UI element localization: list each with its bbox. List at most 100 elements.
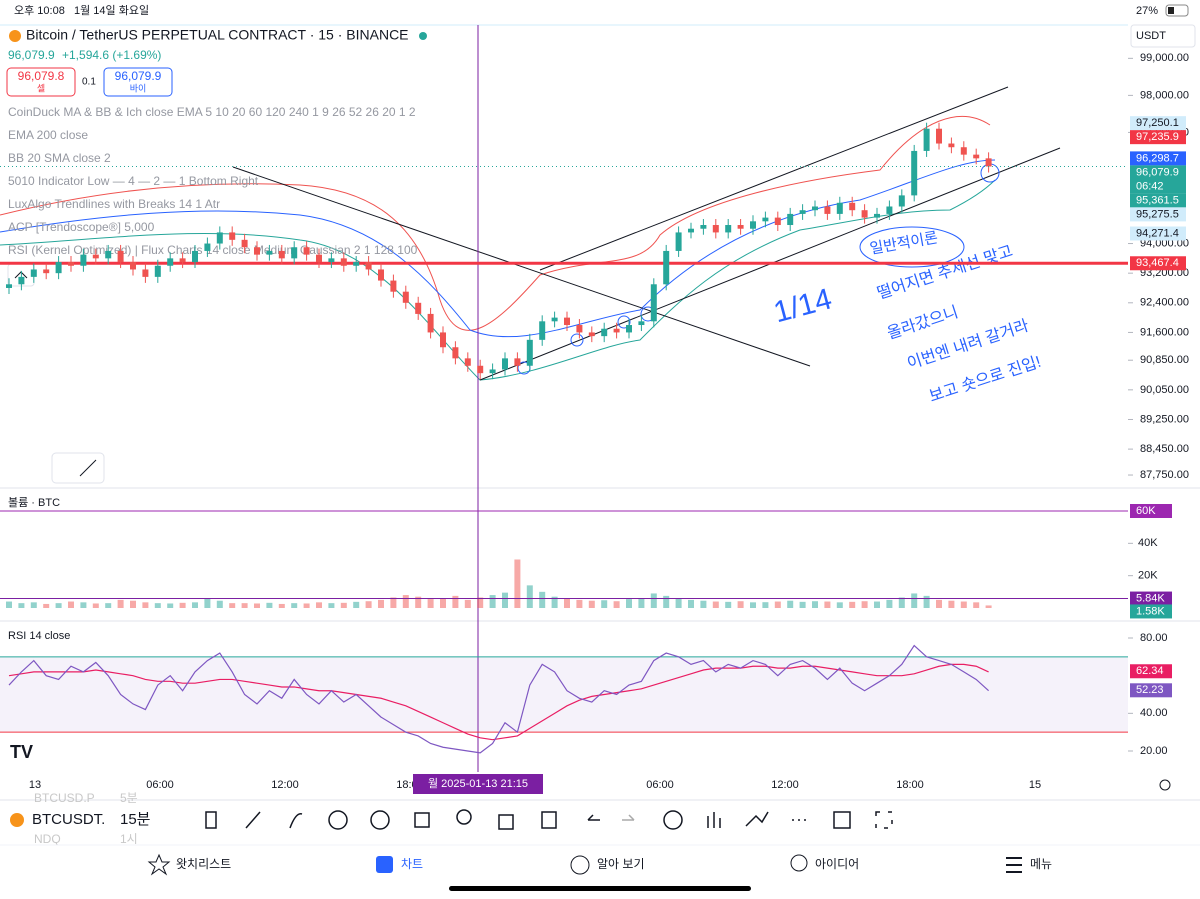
icon-bars[interactable] — [707, 812, 721, 828]
candle — [92, 254, 99, 259]
icon-share[interactable] — [498, 814, 514, 830]
icon-idea[interactable] — [456, 809, 472, 825]
volume-bar — [440, 598, 446, 608]
candle — [675, 232, 682, 251]
icon-add[interactable] — [328, 810, 348, 830]
price-tag-label: 94,271.4 — [1136, 227, 1179, 239]
volume-bar — [812, 601, 818, 608]
price-tag-label: 97,235.9 — [1136, 131, 1179, 143]
volume-bar — [192, 602, 198, 608]
indicator-label: 5010 Indicator Low — 4 — 2 — 1 Bottom Ri… — [8, 174, 259, 188]
sell-button[interactable] — [6, 67, 76, 97]
price-tag — [1130, 130, 1186, 145]
buy-label: 바이 — [130, 83, 147, 93]
volume-bar — [588, 600, 595, 608]
nav-item[interactable]: 알아 보기 — [597, 857, 645, 871]
btc-icon — [9, 30, 21, 42]
icon-redo[interactable] — [622, 814, 635, 821]
volume-bar — [861, 601, 868, 608]
volume-bar — [638, 598, 645, 608]
icon-chart[interactable] — [376, 856, 393, 873]
volume-bar — [402, 595, 409, 608]
icon-explore[interactable] — [570, 855, 590, 875]
annotation: 일반적이론 — [868, 229, 939, 258]
candle — [923, 128, 930, 151]
annotation: 올라갔으니 — [885, 303, 961, 343]
volume-bar — [303, 603, 310, 608]
volume-bar — [750, 602, 756, 608]
indicator-label: EMA 200 close — [8, 128, 88, 142]
rsi-tag-label: 62.34 — [1136, 665, 1164, 677]
volume-bar — [948, 600, 955, 608]
toolbar-symbol[interactable]: BTCUSDT. — [32, 811, 105, 828]
volume-tag-label: 1.58K — [1136, 605, 1165, 617]
candle — [898, 195, 905, 207]
icon-undo[interactable] — [587, 814, 600, 821]
icon-fx[interactable] — [289, 813, 303, 829]
candle — [799, 210, 806, 214]
candle — [576, 325, 583, 333]
candle — [427, 313, 434, 333]
candle — [378, 269, 384, 281]
icon-star[interactable] — [147, 853, 171, 876]
icon-layout[interactable] — [414, 812, 430, 828]
icon-fullscreen[interactable] — [875, 811, 893, 829]
volume-bar — [725, 601, 732, 608]
icon-menu[interactable] — [1006, 857, 1022, 873]
market-dot — [419, 32, 427, 40]
nav-item[interactable]: 차트 — [401, 857, 423, 871]
volume-bar — [43, 603, 50, 608]
candle — [68, 262, 74, 266]
volume-bar — [601, 600, 608, 608]
volume-bar — [477, 597, 484, 608]
icon-ideas[interactable] — [790, 854, 808, 872]
nav-item[interactable]: 메뉴 — [1030, 857, 1052, 871]
icon-compare[interactable] — [745, 811, 769, 827]
volume-bar — [216, 600, 223, 608]
volume-bar — [6, 601, 12, 608]
currency-button[interactable] — [1130, 24, 1196, 48]
icon-candles[interactable] — [205, 811, 217, 829]
icon-info[interactable] — [663, 810, 683, 830]
candle — [626, 325, 632, 333]
settings-icon[interactable] — [1159, 779, 1171, 791]
volume-bar — [960, 601, 967, 608]
volume-bar — [241, 603, 248, 608]
volume-bar — [427, 599, 434, 608]
volume-bar — [142, 602, 149, 608]
y-tick-label: 92,400.00 — [1140, 297, 1189, 309]
icon-rect[interactable] — [833, 811, 851, 829]
candle — [750, 221, 756, 229]
icon-note[interactable] — [541, 811, 557, 829]
volume-bar — [278, 603, 285, 608]
toolbar-interval[interactable]: 15분 — [120, 811, 151, 828]
candle — [948, 143, 955, 148]
candle — [477, 365, 484, 374]
drawing-widget[interactable] — [51, 452, 105, 484]
volume-bar — [390, 597, 397, 608]
trendline — [232, 166, 811, 367]
price-tag — [1130, 256, 1186, 271]
home-indicator — [449, 886, 751, 891]
ghost-text: 1시 — [120, 832, 138, 846]
volume-bar — [836, 602, 843, 608]
price-tag-label: 95,361.5 — [1136, 194, 1179, 206]
volume-bar — [650, 593, 657, 608]
candle — [340, 258, 347, 266]
price-tag-label: 97,250.1 — [1136, 117, 1179, 129]
icon-alert[interactable] — [370, 810, 390, 830]
icon-draw[interactable] — [245, 811, 261, 829]
candle — [80, 254, 87, 266]
volume-tag — [1130, 504, 1172, 518]
volume-bar — [886, 599, 893, 608]
nav-item[interactable]: 아이디어 — [815, 857, 859, 871]
buy-button[interactable] — [103, 67, 173, 97]
volume-tag — [1130, 604, 1172, 619]
volume-bar — [700, 600, 707, 608]
status-date: 1월 14일 화요일 — [74, 3, 149, 17]
nav-item[interactable]: 왓치리스트 — [176, 857, 231, 871]
candle — [192, 250, 198, 263]
volume-bar — [266, 602, 273, 608]
volume-bar — [551, 596, 558, 608]
